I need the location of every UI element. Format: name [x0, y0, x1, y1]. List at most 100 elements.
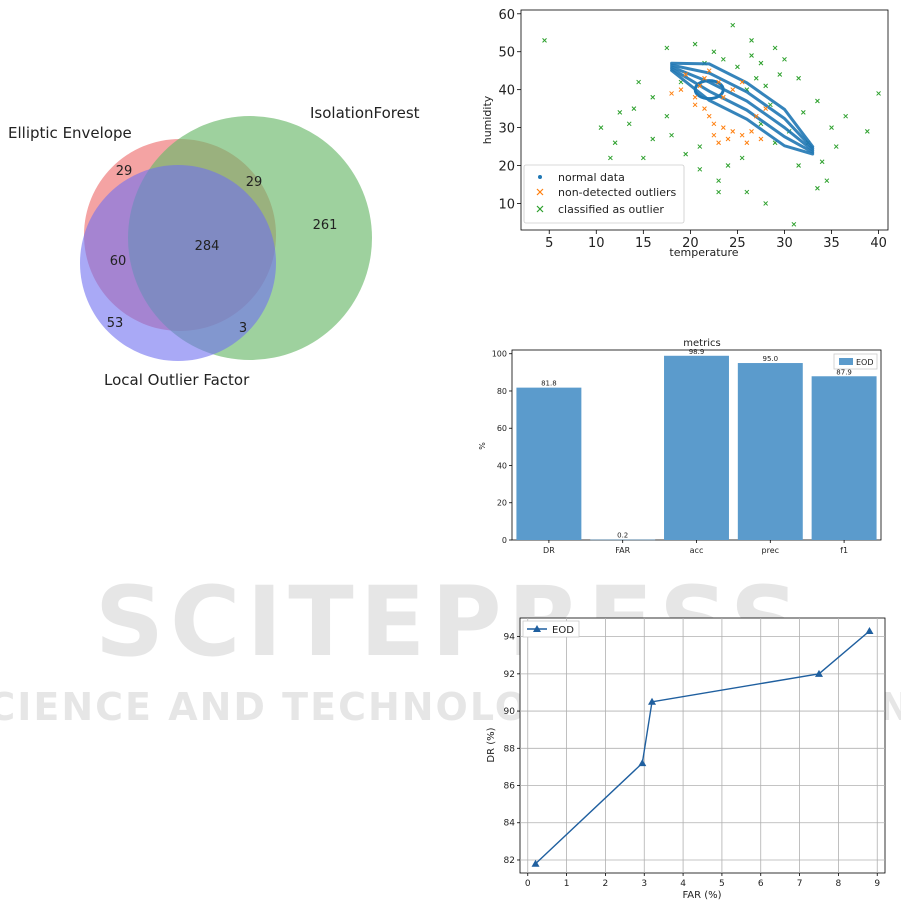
line-point-eod	[814, 669, 823, 677]
bar-title: metrics	[683, 338, 720, 349]
venn-set-label-lof: Local Outlier Factor	[104, 371, 250, 389]
scatter-ytick-label: 20	[498, 160, 515, 175]
legend-marker-nondetected	[536, 188, 544, 196]
scatter-point-outlier	[730, 22, 736, 28]
bar-ytick-label: 20	[497, 499, 507, 508]
scatter-point-outlier	[796, 75, 801, 81]
scatter-point-outlier	[763, 83, 769, 89]
line-xtick-label: 0	[525, 879, 531, 889]
scatter-point-undetected	[692, 94, 698, 100]
scatter-point-undetected	[725, 136, 731, 142]
scatter-point-outlier	[749, 37, 754, 43]
bar-dr	[516, 387, 582, 540]
scatter-point-outlier	[815, 185, 820, 191]
scatter-point-outlier	[791, 221, 797, 227]
scatter-series-normal	[670, 61, 815, 156]
line-xtick-label: 7	[797, 879, 803, 889]
bar-far	[590, 539, 656, 541]
line-ytick-label: 88	[504, 744, 516, 754]
scatter-point-outlier	[815, 98, 820, 104]
bar-ytick-label: 100	[492, 350, 507, 359]
line-ytick-label: 94	[504, 633, 516, 643]
line-xtick-label: 4	[680, 879, 686, 889]
line-ylabel: DR (%)	[486, 727, 497, 762]
scatter-point-undetected	[730, 87, 736, 93]
venn-circle-local-outlier-factor	[80, 165, 276, 361]
line-ytick-label: 92	[504, 670, 515, 680]
scatter-ytick-label: 40	[498, 84, 515, 99]
scatter-xtick-label: 15	[635, 236, 652, 251]
bar-ytick-label: 40	[497, 461, 507, 470]
scatter-ytick-label: 10	[498, 197, 515, 212]
line-xtick-label: 8	[836, 879, 842, 889]
bar-legend-swatch	[839, 358, 853, 365]
bar-legend-label: EOD	[856, 358, 874, 367]
scatter-xlabel: temperature	[669, 246, 738, 259]
scatter-point-undetected	[702, 75, 707, 81]
line-xtick-label: 5	[719, 879, 725, 889]
bar-legend: EOD	[833, 353, 878, 370]
scatter-point-outlier	[782, 56, 787, 62]
scatter-point-outlier	[664, 45, 670, 51]
scatter-point-outlier	[636, 79, 641, 85]
line-xtick-label: 1	[564, 879, 570, 889]
scatter-point-outlier	[692, 41, 698, 47]
scatter-point-outlier	[829, 125, 834, 130]
scatter-point-outlier	[720, 56, 726, 62]
line-legend: EOD	[522, 620, 580, 638]
scatter-point-outlier	[749, 53, 754, 58]
venn-region-ee-lof: 60	[110, 254, 127, 269]
legend-marker-normal	[538, 175, 542, 179]
scatter-point-undetected	[758, 136, 764, 142]
scatter-xtick-label: 20	[682, 236, 699, 251]
line-xtick-label: 2	[603, 879, 609, 889]
bar-value-label: 0.2	[617, 532, 628, 540]
scatter-point-undetected	[669, 91, 674, 96]
scatter-point-outlier	[716, 189, 721, 195]
scatter-point-outlier	[800, 110, 806, 115]
scatter-point-outlier	[735, 64, 740, 70]
scatter-normal-loop	[693, 79, 725, 101]
line-xlabel: FAR (%)	[682, 890, 721, 901]
venn-set-label-isolation: IsolationForest	[310, 104, 420, 122]
legend-label-normal: normal data	[558, 171, 625, 184]
bar-xtick-label: prec	[762, 546, 780, 555]
line-point-eod	[648, 697, 657, 705]
line-legend-marker	[533, 625, 541, 632]
bar-ytick-label: 60	[497, 424, 507, 433]
scatter-point-undetected	[753, 113, 759, 119]
legend-label-outlier: classified as outlier	[558, 203, 664, 216]
line-xtick-label: 9	[874, 879, 880, 889]
scatter-ylabel: humidity	[481, 95, 494, 144]
line-ytick-label: 84	[504, 819, 516, 829]
scatter-point-outlier	[772, 45, 778, 51]
bar-value-label: 81.8	[541, 380, 557, 388]
scatter-point-outlier	[796, 163, 801, 168]
venn-region-all: 284	[195, 239, 220, 254]
scatter-point-undetected	[706, 68, 712, 74]
bar-xtick-label: FAR	[615, 546, 630, 555]
line-legend-label: EOD	[552, 625, 574, 636]
scatter-point-undetected	[692, 102, 698, 108]
bar-value-label: 95.0	[763, 355, 779, 363]
scatter-point-outlier	[753, 75, 759, 81]
line-point-eod	[531, 859, 540, 867]
line-ytick-label: 90	[504, 707, 516, 717]
scatter-point-undetected	[716, 79, 721, 85]
bar-ylabel: %	[478, 442, 487, 450]
scatter-point-undetected	[706, 113, 712, 119]
scatter-point-undetected	[744, 140, 750, 146]
scatter-point-outlier	[697, 166, 703, 172]
scatter-point-undetected	[730, 129, 736, 134]
scatter-point-outlier	[763, 201, 769, 206]
scatter-point-outlier	[650, 136, 656, 142]
venn-region-if-only: 261	[313, 218, 338, 233]
legend-marker-outlier	[536, 205, 544, 213]
scatter-point-outlier	[833, 144, 839, 149]
scatter-point-outlier	[843, 113, 849, 119]
bar-xtick-label: f1	[840, 546, 848, 555]
scatter-point-undetected	[716, 140, 721, 146]
scatter-point-undetected	[720, 94, 726, 100]
scatter-point-outlier	[664, 113, 670, 119]
